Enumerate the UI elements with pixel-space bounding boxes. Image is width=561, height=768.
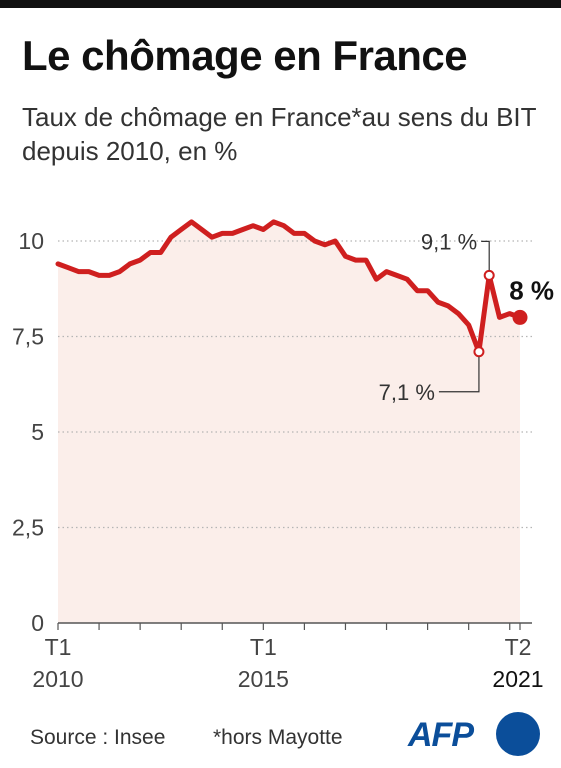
x-tick-label-line1: T1 [45, 634, 72, 660]
chart-subtitle: Taux de chômage en France*au sens du BIT… [22, 102, 537, 166]
x-tick-label-line1: T1 [250, 634, 277, 660]
point-marker [483, 269, 495, 281]
logo-dot-icon [496, 712, 540, 756]
point-marker [473, 346, 485, 358]
annotation-label: 9,1 % [421, 229, 477, 254]
leader-line [438, 356, 480, 393]
annotation-label: 7,1 % [379, 380, 435, 405]
x-tick-label-line2: 2021 [492, 666, 543, 692]
y-tick-label: 5 [31, 419, 44, 445]
annotation-label-end: 8 % [509, 275, 554, 305]
source-note: Source : Insee [30, 726, 166, 749]
y-tick-label: 10 [18, 228, 44, 254]
logo-text: AFP [408, 716, 474, 754]
chart-title: Le chômage en France [22, 32, 468, 79]
area-fill [58, 221, 520, 623]
point-marker-end [512, 309, 528, 325]
series-line [55, 219, 523, 355]
x-tick-label-line2: 2015 [238, 666, 289, 692]
footnote: *hors Mayotte [213, 726, 343, 749]
afp-logo: AFP [408, 712, 540, 758]
top-rule [0, 0, 561, 8]
x-tick-label-line2: 2010 [32, 666, 83, 692]
y-tick-label: 2,5 [12, 515, 44, 541]
x-tick-label-line1: T2 [505, 634, 532, 660]
y-tick-label: 7,5 [12, 324, 44, 350]
y-tick-label: 0 [31, 610, 44, 636]
leader-line [481, 240, 490, 271]
